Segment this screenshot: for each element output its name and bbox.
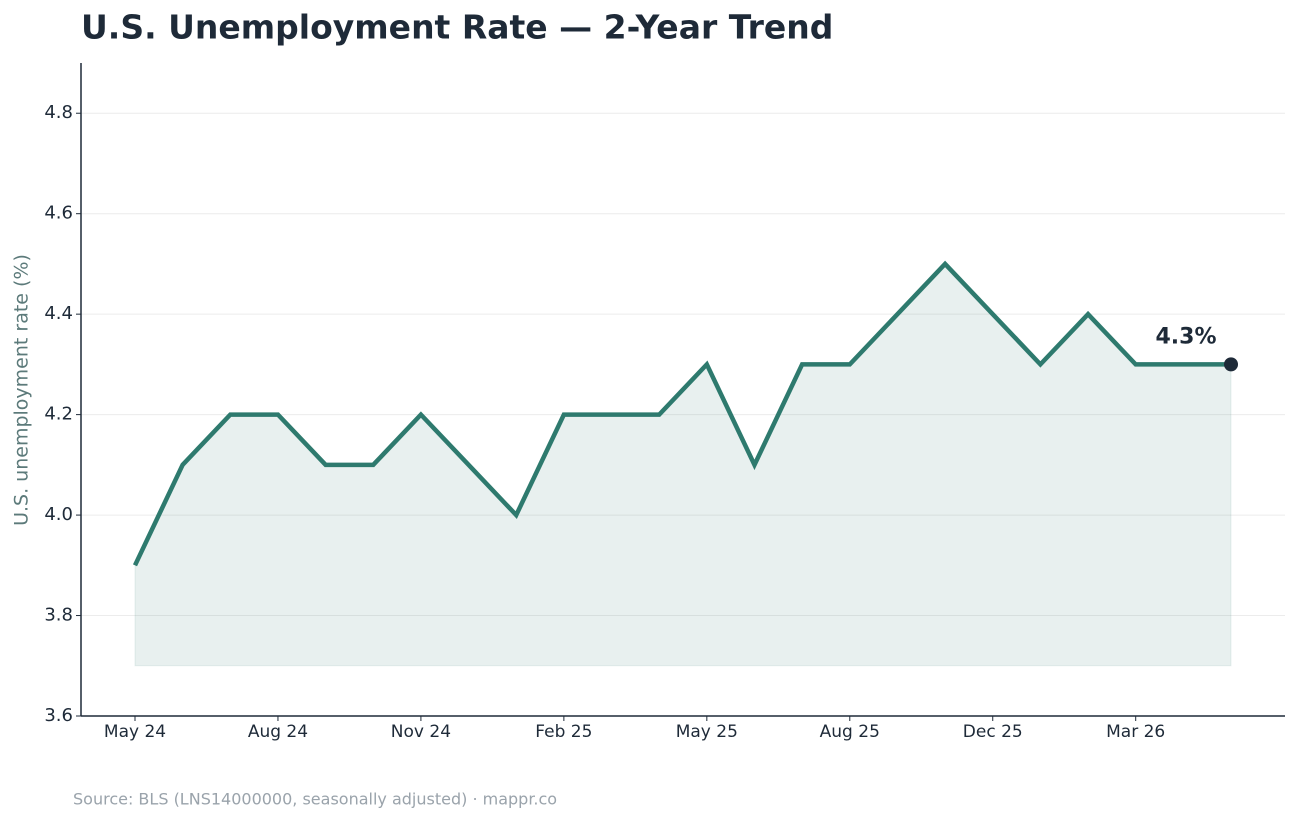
- annotation: 4.3%: [1155, 324, 1216, 349]
- source-note: Source: BLS (LNS14000000, seasonally adj…: [73, 790, 557, 809]
- end-point: [1224, 357, 1238, 372]
- x-tick-label: Mar 26: [1106, 722, 1165, 742]
- x-tick-label: Nov 24: [391, 722, 451, 742]
- area-fill: [134, 263, 1232, 667]
- x-tick-label: May 24: [104, 722, 166, 742]
- x-tick-label: Aug 24: [248, 722, 308, 742]
- x-tick-label: Dec 25: [963, 722, 1023, 742]
- line: [132, 260, 1231, 567]
- y-tick-label: 4.2: [44, 404, 73, 425]
- y-tick-label: 3.6: [44, 705, 73, 726]
- x-tick-label: Feb 25: [535, 722, 592, 742]
- y-tick-label: 4.4: [44, 303, 73, 324]
- y-tick-label: 4.6: [44, 203, 73, 224]
- x-tick-label: May 25: [676, 722, 738, 742]
- y-tick-label: 3.8: [44, 605, 73, 626]
- y-axis-label: U.S. unemployment rate (%): [11, 254, 33, 526]
- x-tick-label: Aug 25: [820, 722, 880, 742]
- y-tick-label: 4.0: [44, 504, 73, 525]
- y-tick-label: 4.8: [44, 102, 73, 123]
- chart-title: U.S. Unemployment Rate — 2-Year Trend: [81, 8, 833, 47]
